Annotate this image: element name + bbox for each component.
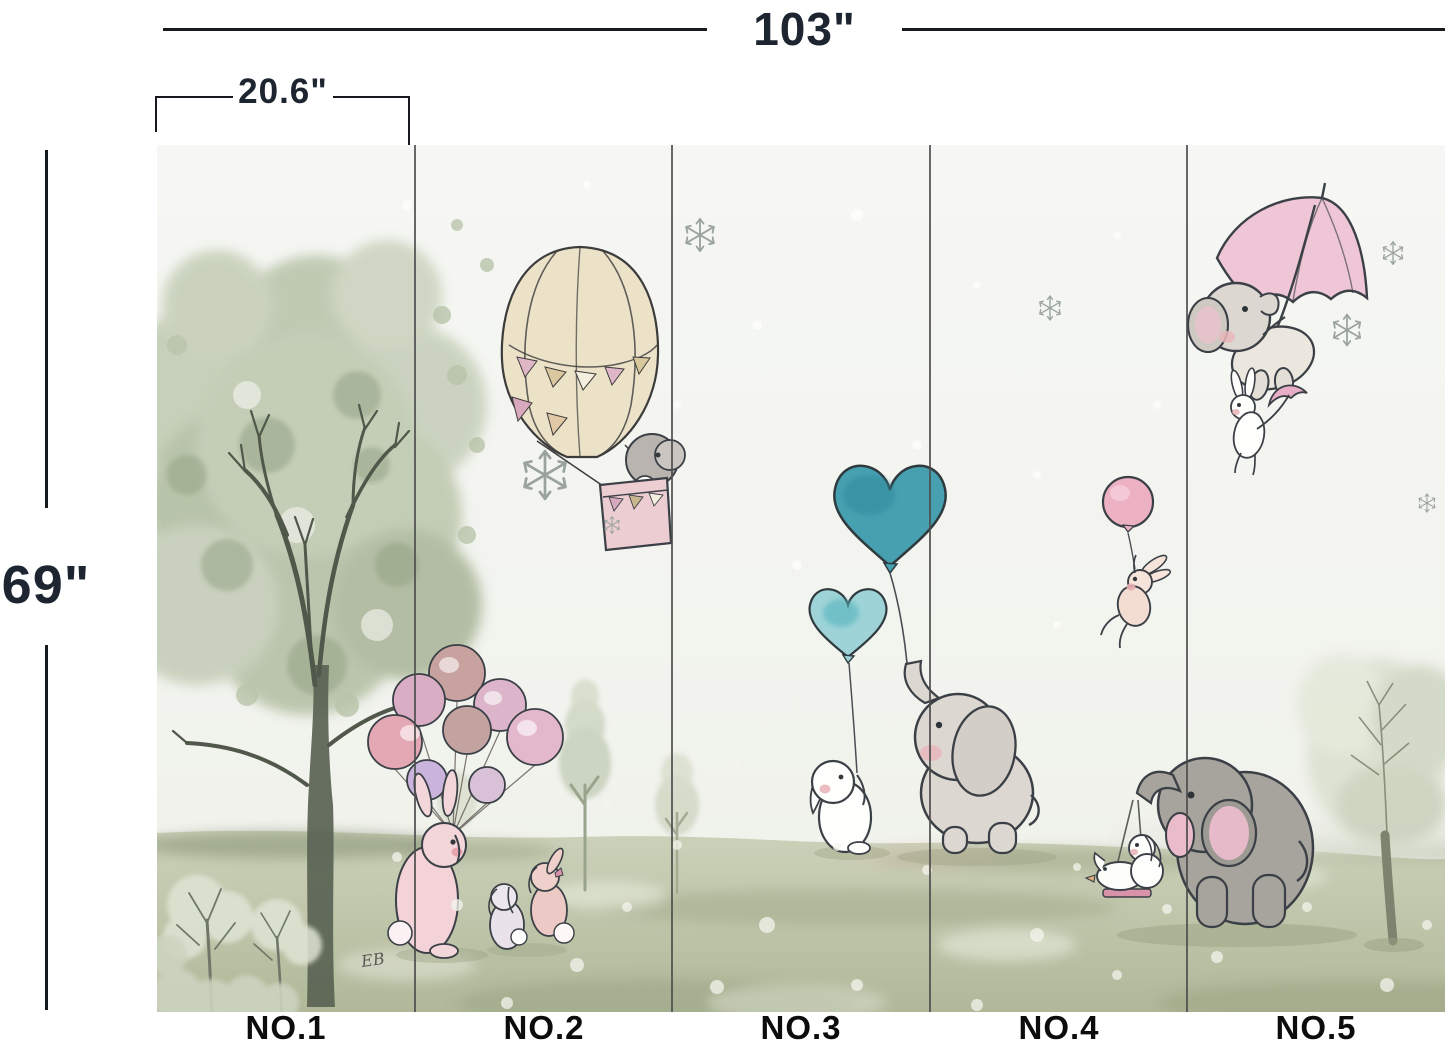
dimension-line-segment: [163, 28, 707, 31]
small-teal-heart-balloon: [808, 588, 888, 774]
bunny-floating-with-pink-balloon: [1100, 475, 1172, 649]
total-width-label: 103": [753, 3, 856, 55]
dimension-line-segment: [45, 645, 48, 1010]
panel-number-label: NO.2: [503, 1009, 585, 1046]
dimension-line-segment: [45, 150, 48, 508]
dimension-line-segment: [902, 28, 1445, 31]
panel-number-label: NO.5: [1275, 1009, 1357, 1046]
white-bunny-reaching-heart: [809, 759, 890, 860]
duck-and-bunny-on-swing: [1084, 834, 1164, 898]
two-small-bunnies: [487, 847, 575, 957]
dimension-line-segment: [333, 96, 410, 98]
snow-speckles: [392, 701, 1432, 1011]
hot-air-balloon: [500, 245, 686, 552]
artist-signature: EB: [359, 949, 386, 971]
bottom-left-winter-trees: [157, 875, 322, 1012]
elephant-holding-heart-balloon: [897, 659, 1057, 866]
elephant-flying-with-pink-umbrella: [1186, 182, 1369, 401]
gray-elephant-holding-swing: [1084, 756, 1357, 947]
dimension-tick: [155, 96, 157, 132]
bunting-flags: [516, 356, 651, 391]
right-side-tree: [1297, 655, 1445, 952]
dimension-tick: [408, 96, 410, 148]
panel-width-label: 20.6": [238, 72, 328, 111]
height-label: 69": [1, 555, 91, 615]
panel-number-label: NO.4: [1018, 1009, 1100, 1046]
dimension-line-segment: [155, 96, 233, 98]
bunny-with-mini-umbrella: [1230, 367, 1308, 476]
large-teal-heart-balloon: [833, 464, 947, 664]
panel-number-label: NO.1: [245, 1009, 327, 1046]
watercolor-tree: [157, 219, 517, 1007]
panel-number-label: NO.3: [760, 1009, 842, 1046]
mural-illustration: EB: [157, 145, 1445, 1012]
panel-divider-lines: [414, 145, 1188, 1012]
